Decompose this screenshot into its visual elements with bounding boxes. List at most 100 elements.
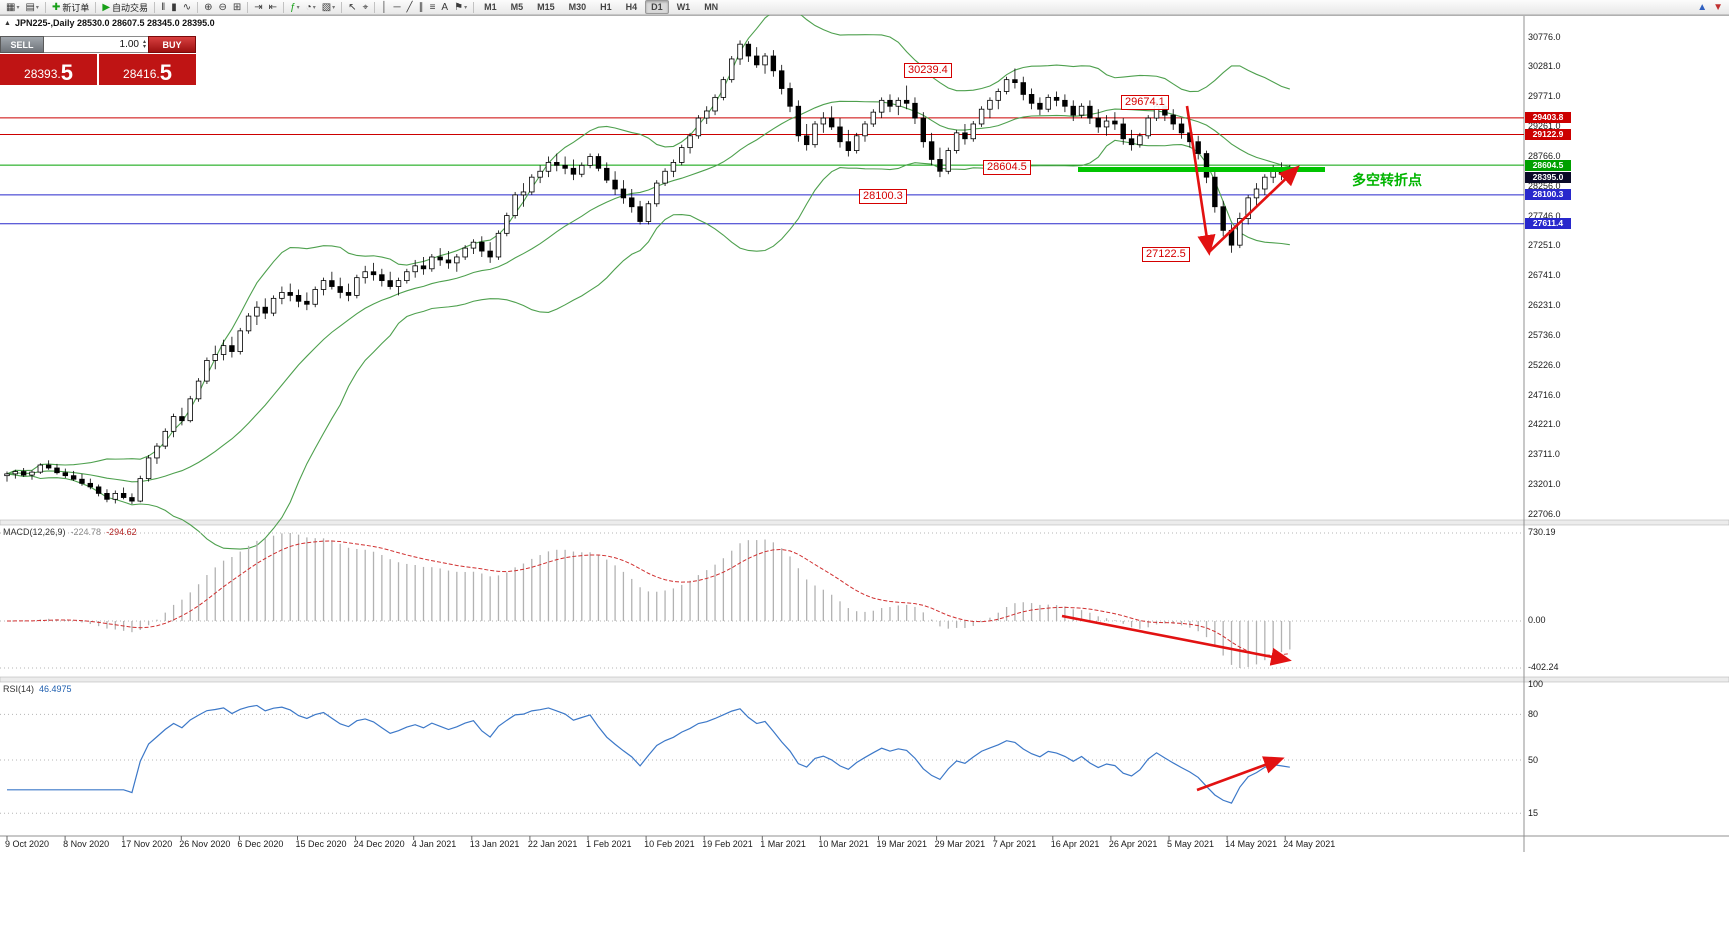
timeframe-mn[interactable]: MN — [704, 2, 719, 12]
chart-shift-icon[interactable]: ⇤ — [266, 1, 280, 14]
zoom-in-icon[interactable]: ⊕ — [201, 1, 215, 14]
date-axis-label: 24 May 2021 — [1283, 839, 1336, 849]
timeframe-d1[interactable]: D1 — [645, 0, 669, 14]
date-axis-label: 26 Nov 2020 — [179, 839, 231, 849]
price-callout[interactable]: 30239.4 — [904, 63, 952, 78]
price-axis-label: 26231.0 — [1528, 300, 1561, 311]
annotation-text[interactable]: 多空转折点 — [1352, 172, 1422, 188]
price-level-tag: 28100.3 — [1525, 189, 1571, 201]
dropdown-caret-icon[interactable]: ▾ — [464, 4, 468, 11]
lot-value[interactable]: 1.00 — [119, 39, 139, 50]
trend-arrow[interactable] — [1185, 105, 1216, 256]
one-click-toggle-icon[interactable]: ▲ — [4, 19, 11, 27]
indicators-icon[interactable]: ƒ ▾ — [287, 1, 303, 14]
date-axis-label: 5 May 2021 — [1167, 839, 1215, 849]
charts-window-icon[interactable]: ▦ ▾ — [3, 1, 22, 14]
arrows-tool-icon: ⚑ — [454, 1, 464, 13]
price-axis-label: 22706.0 — [1528, 508, 1561, 519]
dropdown-caret-icon[interactable]: ▾ — [16, 4, 20, 11]
date-axis-label: 22 Jan 2021 — [527, 839, 578, 849]
pane-separator[interactable] — [0, 676, 1729, 683]
trend-arrow[interactable] — [1208, 165, 1300, 253]
crosshair-icon[interactable]: ⌖ — [360, 1, 372, 14]
new-order-button[interactable]: ✚ 新订单 — [49, 1, 92, 14]
bollinger-upper-band — [6, 7, 1290, 475]
dropdown-caret-icon[interactable]: ▾ — [296, 4, 300, 11]
lot-up-icon[interactable]: ▴ — [142, 38, 146, 45]
cursor-icon[interactable]: ↖ — [345, 1, 359, 14]
timeframe-h1[interactable]: H1 — [600, 2, 612, 12]
price-callout[interactable]: 28100.3 — [859, 189, 907, 204]
price-callout[interactable]: 28604.5 — [983, 160, 1031, 175]
lot-stepper[interactable]: ▴ ▾ — [142, 38, 146, 50]
price-callout[interactable]: 27122.5 — [1142, 247, 1190, 262]
lot-down-icon[interactable]: ▾ — [142, 43, 146, 50]
timeframe-button-group: M1 M5 M15 M30 H1 H4 D1 W1 MN — [477, 0, 725, 14]
line-chart-type-icon[interactable]: ∿ — [180, 1, 194, 14]
macd-value: -224.78 — [70, 527, 102, 537]
channel-icon[interactable]: ∥ — [416, 1, 427, 14]
timeframe-m1[interactable]: M1 — [484, 2, 497, 12]
price-level-tag: 29403.8 — [1525, 112, 1571, 124]
arrows-tool-icon[interactable]: ⚑ ▾ — [451, 1, 470, 14]
toolbar-separator — [341, 1, 343, 13]
buy-button[interactable]: BUY — [148, 36, 196, 53]
date-axis-label: 1 Feb 2021 — [586, 839, 632, 849]
auto-scroll-icon: ⇥ — [254, 1, 263, 13]
price-axis-label: 24716.0 — [1528, 389, 1561, 400]
timeframe-m5[interactable]: M5 — [510, 2, 524, 12]
date-axis-label: 1 Mar 2021 — [760, 839, 806, 849]
zoom-out-icon[interactable]: ⊖ — [216, 1, 230, 14]
date-axis-label: 6 Dec 2020 — [237, 839, 284, 849]
timeframe-m15[interactable]: M15 — [537, 2, 555, 12]
trendline-icon[interactable]: ╱ — [404, 1, 416, 14]
buy-price-main: 28416. — [123, 67, 160, 81]
new-order-button: ✚ — [51, 1, 61, 13]
dropdown-caret-icon[interactable]: ▾ — [35, 4, 39, 11]
auto-scroll-icon[interactable]: ⇥ — [251, 1, 265, 14]
tile-windows-icon[interactable]: ⊞ — [230, 1, 244, 14]
profiles-icon[interactable]: ▤ ▾ — [22, 1, 41, 14]
rsi-label: RSI(14) 46.4975 — [3, 684, 72, 694]
sell-price-button[interactable]: 28393. 5 — [0, 54, 97, 85]
templates-icon[interactable]: ▧ ▾ — [319, 1, 338, 14]
macd-axis-label: 730.19 — [1528, 527, 1556, 537]
price-callout[interactable]: 29674.1 — [1121, 95, 1169, 110]
price-axis-label: 30776.0 — [1528, 31, 1561, 42]
vertical-line-icon: │ — [381, 1, 388, 13]
indicators-icon: ƒ — [290, 1, 296, 13]
rsi-axis-label: 100 — [1528, 679, 1544, 689]
toolbar-scroll-up-icon[interactable]: ▲ — [1694, 1, 1710, 14]
date-axis-label: 14 May 2021 — [1225, 839, 1278, 849]
support-zone-bar[interactable] — [1078, 166, 1325, 172]
text-tool-icon[interactable]: A — [438, 1, 451, 14]
sell-button[interactable]: SELL — [0, 36, 44, 53]
dropdown-caret-icon[interactable]: ▾ — [332, 4, 336, 11]
timeframe-m30[interactable]: M30 — [568, 2, 587, 12]
buy-price-button[interactable]: 28416. 5 — [99, 54, 196, 85]
rsi-line — [7, 704, 1290, 804]
toolbar-separator — [197, 1, 199, 13]
fibonacci-icon[interactable]: ≡ — [427, 1, 439, 14]
candlestick-type-icon[interactable]: ▮ — [168, 1, 180, 14]
sell-price-big-digit: 5 — [60, 60, 73, 85]
vertical-line-icon[interactable]: │ — [378, 1, 390, 14]
bar-chart-type-icon[interactable]: ‖ — [158, 1, 168, 14]
timeframe-w1[interactable]: W1 — [676, 2, 691, 12]
date-axis-label: 10 Mar 2021 — [818, 839, 869, 849]
pane-separator[interactable] — [0, 519, 1729, 526]
price-axis-label: 25736.0 — [1528, 329, 1561, 340]
trend-arrow[interactable] — [1061, 614, 1292, 666]
zoom-in-icon: ⊕ — [204, 1, 213, 13]
autotrading-button[interactable]: ▶ 自动交易 — [99, 1, 151, 14]
horizontal-line-icon[interactable]: ─ — [390, 1, 403, 14]
dropdown-caret-icon[interactable]: ▾ — [312, 4, 316, 11]
lot-size-input[interactable]: 1.00 ▴ ▾ — [44, 36, 148, 53]
bollinger-lower-band — [6, 139, 1290, 550]
timeframe-h4[interactable]: H4 — [625, 2, 638, 12]
toolbar-scroll-down-icon[interactable]: ▼ — [1710, 1, 1726, 14]
price-level-tag: 28604.5 — [1525, 159, 1571, 171]
trend-arrow[interactable] — [1196, 756, 1285, 792]
periods-icon[interactable]: ◔ ▾ — [303, 1, 319, 14]
